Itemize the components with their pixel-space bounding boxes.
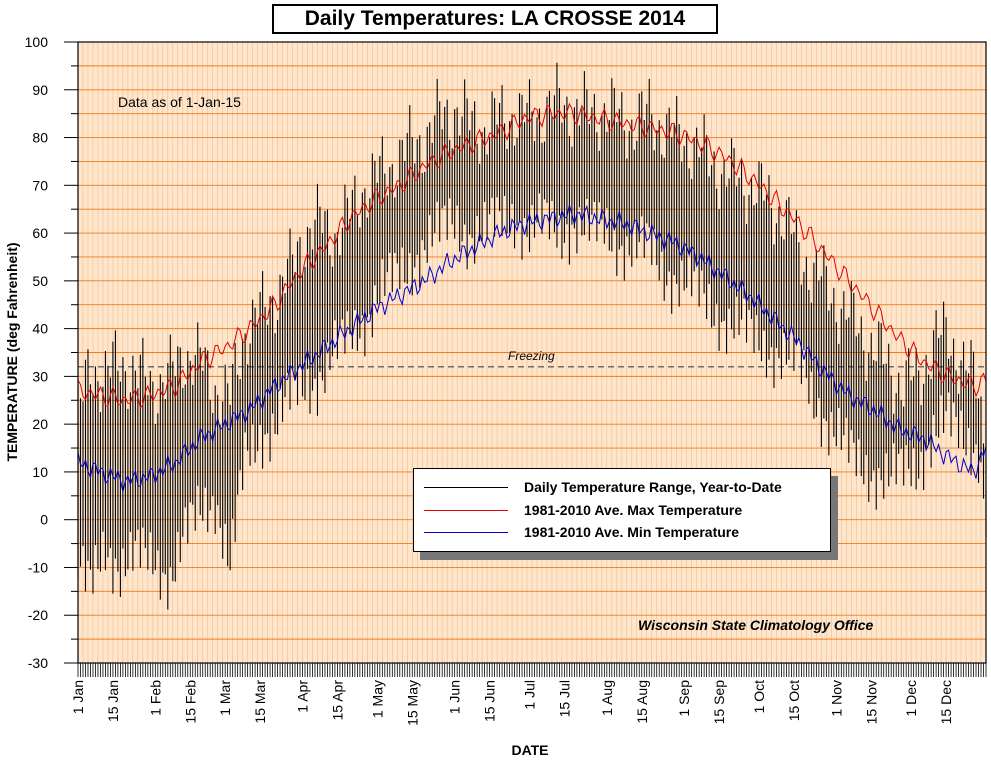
y-tick-label: 80 — [32, 130, 48, 146]
x-tick-label: 15 Jun — [482, 680, 498, 722]
x-tick-label: 15 Mar — [252, 680, 268, 724]
x-tick-label: 1 Oct — [751, 680, 767, 714]
daily-range-series — [77, 62, 987, 610]
y-axis-label: TEMPERATURE (deg Fahrenheit) — [4, 242, 20, 462]
legend-item-range: Daily Temperature Range, Year-to-Date — [424, 477, 782, 497]
x-tick-label: 1 Jun — [447, 680, 463, 714]
x-tick-label: 15 Dec — [938, 680, 954, 724]
legend-swatch-avg-max — [424, 509, 508, 511]
x-tick-label: 15 May — [404, 680, 420, 726]
x-tick-label: 1 May — [369, 680, 385, 718]
y-tick-label: 60 — [32, 225, 48, 241]
x-tick-label: 1 Aug — [599, 680, 615, 716]
x-tick-label: 15 Aug — [634, 680, 650, 724]
avg-max-line — [77, 102, 987, 410]
x-tick-label: 1 Jul — [522, 680, 538, 710]
x-tick-label: 15 Apr — [329, 680, 345, 721]
x-tick-label: 1 Apr — [295, 680, 311, 713]
credit-text: Wisconsin State Climatology Office — [638, 617, 874, 633]
y-tick-label: 10 — [32, 464, 48, 480]
plot-border — [77, 41, 987, 664]
y-tick-label: -20 — [28, 607, 48, 623]
legend-label-avg-min: 1981-2010 Ave. Min Temperature — [524, 524, 740, 540]
y-tick-label: 40 — [32, 321, 48, 337]
x-tick-label: 15 Feb — [182, 680, 198, 724]
x-tick-label: 1 Feb — [147, 680, 163, 716]
legend-swatch-range — [424, 486, 508, 488]
x-tick-label: 1 Jan — [70, 680, 86, 714]
legend-swatch-avg-min — [424, 531, 508, 533]
y-tick-label: 0 — [40, 512, 48, 528]
x-tick-label: 1 Nov — [828, 680, 844, 717]
y-axis: -30 -20 -10 0 10 20 30 40 50 60 70 80 90 100 — [25, 34, 78, 671]
legend-label-avg-max: 1981-2010 Ave. Max Temperature — [524, 502, 743, 518]
chart-title: Daily Temperatures: LA CROSSE 2014 — [272, 4, 718, 34]
avg-min-line — [77, 204, 987, 492]
x-tick-label: 15 Jul — [556, 680, 572, 717]
legend-item-avg-max: 1981-2010 Ave. Max Temperature — [424, 500, 742, 520]
x-tick-label: 1 Dec — [903, 680, 919, 717]
legend-item-avg-min: 1981-2010 Ave. Min Temperature — [424, 522, 739, 542]
x-tick-label: 15 Nov — [863, 680, 879, 724]
y-tick-label: 50 — [32, 273, 48, 289]
y-tick-label: 100 — [25, 34, 49, 50]
x-tick-label: 1 Mar — [217, 680, 233, 716]
x-tick-label: 1 Sep — [676, 680, 692, 717]
x-tick-label: 15 Jan — [105, 680, 121, 722]
freezing-label: Freezing — [508, 349, 555, 363]
y-tick-label: 90 — [32, 82, 48, 98]
x-tick-label: 15 Oct — [786, 680, 802, 721]
data-as-of-note: Data as of 1-Jan-15 — [118, 94, 241, 110]
y-tick-label: 70 — [32, 177, 48, 193]
x-axis: 1 Jan 15 Jan 1 Feb 15 Feb 1 Mar 15 Mar 1 Apr 15… — [70, 663, 987, 726]
y-tick-label: -30 — [28, 655, 48, 671]
y-tick-label: 30 — [32, 368, 48, 384]
y-tick-label: 20 — [32, 416, 48, 432]
legend: Daily Temperature Range, Year-to-Date 19… — [413, 468, 831, 552]
y-tick-label: -10 — [28, 559, 48, 575]
x-axis-label: DATE — [511, 742, 549, 758]
legend-label-range: Daily Temperature Range, Year-to-Date — [524, 479, 782, 495]
x-tick-label: 15 Sep — [711, 680, 727, 725]
